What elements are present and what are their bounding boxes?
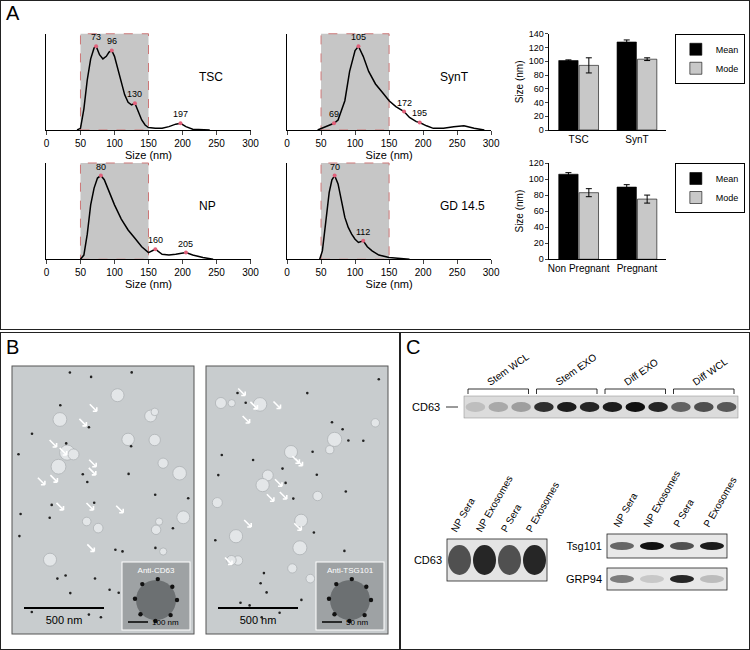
svg-text:SynT: SynT bbox=[440, 70, 469, 84]
svg-text:96: 96 bbox=[107, 36, 117, 46]
svg-text:112: 112 bbox=[356, 227, 370, 237]
svg-text:Tsg101: Tsg101 bbox=[567, 540, 602, 552]
svg-text:150: 150 bbox=[140, 267, 157, 278]
svg-text:73: 73 bbox=[91, 32, 101, 42]
svg-text:SynT: SynT bbox=[625, 134, 648, 145]
svg-text:NP: NP bbox=[199, 199, 216, 213]
svg-text:TSC: TSC bbox=[569, 134, 589, 145]
svg-text:Size (nm): Size (nm) bbox=[125, 278, 172, 290]
svg-text:Size (nm): Size (nm) bbox=[514, 60, 525, 103]
svg-text:Diff WCL: Diff WCL bbox=[691, 356, 730, 388]
svg-text:Mode: Mode bbox=[716, 193, 739, 203]
svg-text:Pregnant: Pregnant bbox=[617, 263, 658, 274]
svg-text:195: 195 bbox=[412, 108, 427, 118]
svg-text:0: 0 bbox=[44, 138, 50, 149]
svg-text:50: 50 bbox=[315, 267, 327, 278]
svg-text:NP Sera: NP Sera bbox=[448, 495, 477, 534]
html-text:B: B bbox=[6, 336, 20, 358]
svg-text:150: 150 bbox=[381, 267, 398, 278]
svg-text:TSC: TSC bbox=[199, 70, 223, 84]
svg-text:GD 14.5: GD 14.5 bbox=[440, 199, 485, 213]
svg-text:P Exosomes: P Exosomes bbox=[524, 480, 562, 534]
svg-text:100: 100 bbox=[106, 267, 123, 278]
svg-text:20: 20 bbox=[534, 238, 544, 248]
svg-text:40: 40 bbox=[534, 222, 544, 232]
svg-text:Size (nm): Size (nm) bbox=[514, 190, 525, 233]
svg-text:100: 100 bbox=[347, 267, 364, 278]
svg-text:Mean: Mean bbox=[716, 45, 739, 55]
svg-text:NP Sera: NP Sera bbox=[611, 491, 640, 529]
svg-text:120: 120 bbox=[529, 43, 544, 53]
svg-text:300: 300 bbox=[483, 267, 500, 278]
svg-text:69: 69 bbox=[329, 109, 339, 119]
svg-text:Mean: Mean bbox=[716, 174, 739, 184]
svg-text:0: 0 bbox=[539, 125, 544, 135]
svg-text:NP Exosomes: NP Exosomes bbox=[641, 468, 683, 529]
svg-text:70: 70 bbox=[330, 162, 340, 172]
svg-text:CD63: CD63 bbox=[412, 401, 440, 413]
svg-text:P Sera: P Sera bbox=[671, 497, 696, 529]
svg-text:Diff EXO: Diff EXO bbox=[622, 356, 660, 387]
svg-text:Stem EXO: Stem EXO bbox=[554, 351, 599, 387]
html-text:C: C bbox=[406, 336, 421, 358]
svg-text:105: 105 bbox=[351, 32, 366, 42]
svg-text:130: 130 bbox=[127, 89, 142, 99]
svg-text:300: 300 bbox=[242, 267, 259, 278]
svg-text:20: 20 bbox=[534, 111, 544, 121]
svg-text:40: 40 bbox=[534, 98, 544, 108]
svg-text:Non Pregnant: Non Pregnant bbox=[548, 263, 610, 274]
svg-text:200: 200 bbox=[415, 267, 432, 278]
svg-text:100: 100 bbox=[529, 56, 544, 66]
svg-text:50 nm: 50 nm bbox=[346, 618, 369, 627]
svg-text:160: 160 bbox=[148, 235, 163, 245]
svg-text:172: 172 bbox=[397, 98, 412, 108]
svg-text:P Sera: P Sera bbox=[499, 502, 524, 534]
svg-text:500 nm: 500 nm bbox=[46, 614, 83, 626]
svg-text:300: 300 bbox=[242, 138, 259, 149]
svg-text:Stem WCL: Stem WCL bbox=[485, 351, 531, 388]
svg-text:CD63: CD63 bbox=[414, 554, 442, 566]
svg-text:50: 50 bbox=[75, 267, 87, 278]
svg-text:200: 200 bbox=[174, 138, 191, 149]
svg-text:200: 200 bbox=[415, 138, 432, 149]
svg-text:Mode: Mode bbox=[716, 64, 739, 74]
svg-text:250: 250 bbox=[208, 267, 225, 278]
svg-text:100: 100 bbox=[529, 174, 544, 184]
svg-text:100: 100 bbox=[106, 138, 123, 149]
svg-text:80: 80 bbox=[96, 162, 106, 172]
svg-text:80: 80 bbox=[534, 70, 544, 80]
svg-text:300: 300 bbox=[483, 138, 500, 149]
svg-text:GRP94: GRP94 bbox=[566, 573, 602, 585]
svg-text:120: 120 bbox=[529, 158, 544, 168]
svg-text:197: 197 bbox=[173, 109, 188, 119]
svg-text:0: 0 bbox=[284, 267, 290, 278]
svg-text:0: 0 bbox=[284, 138, 290, 149]
svg-text:P Exosomes: P Exosomes bbox=[701, 475, 739, 529]
svg-text:0: 0 bbox=[539, 254, 544, 264]
svg-text:Size (nm): Size (nm) bbox=[125, 149, 172, 161]
svg-text:250: 250 bbox=[208, 138, 225, 149]
svg-text:100: 100 bbox=[347, 138, 364, 149]
svg-text:60: 60 bbox=[534, 206, 544, 216]
svg-text:140: 140 bbox=[529, 29, 544, 39]
svg-text:100 nm: 100 nm bbox=[152, 618, 179, 627]
svg-text:80: 80 bbox=[534, 190, 544, 200]
svg-text:205: 205 bbox=[178, 239, 193, 249]
svg-text:NP Exosomes: NP Exosomes bbox=[473, 473, 515, 534]
html-text:A: A bbox=[6, 2, 20, 24]
svg-text:Size (nm): Size (nm) bbox=[366, 149, 413, 161]
svg-text:250: 250 bbox=[449, 267, 466, 278]
svg-text:Anti-CD63: Anti-CD63 bbox=[138, 566, 175, 575]
svg-text:250: 250 bbox=[449, 138, 466, 149]
svg-text:Size (nm): Size (nm) bbox=[366, 278, 413, 290]
svg-text:Anti-TSG101: Anti-TSG101 bbox=[327, 566, 374, 575]
svg-text:200: 200 bbox=[174, 267, 191, 278]
svg-text:500 nm: 500 nm bbox=[240, 614, 277, 626]
svg-text:150: 150 bbox=[140, 138, 157, 149]
svg-text:150: 150 bbox=[381, 138, 398, 149]
svg-text:50: 50 bbox=[75, 138, 87, 149]
svg-text:60: 60 bbox=[534, 84, 544, 94]
svg-text:0: 0 bbox=[44, 267, 50, 278]
svg-text:50: 50 bbox=[315, 138, 327, 149]
